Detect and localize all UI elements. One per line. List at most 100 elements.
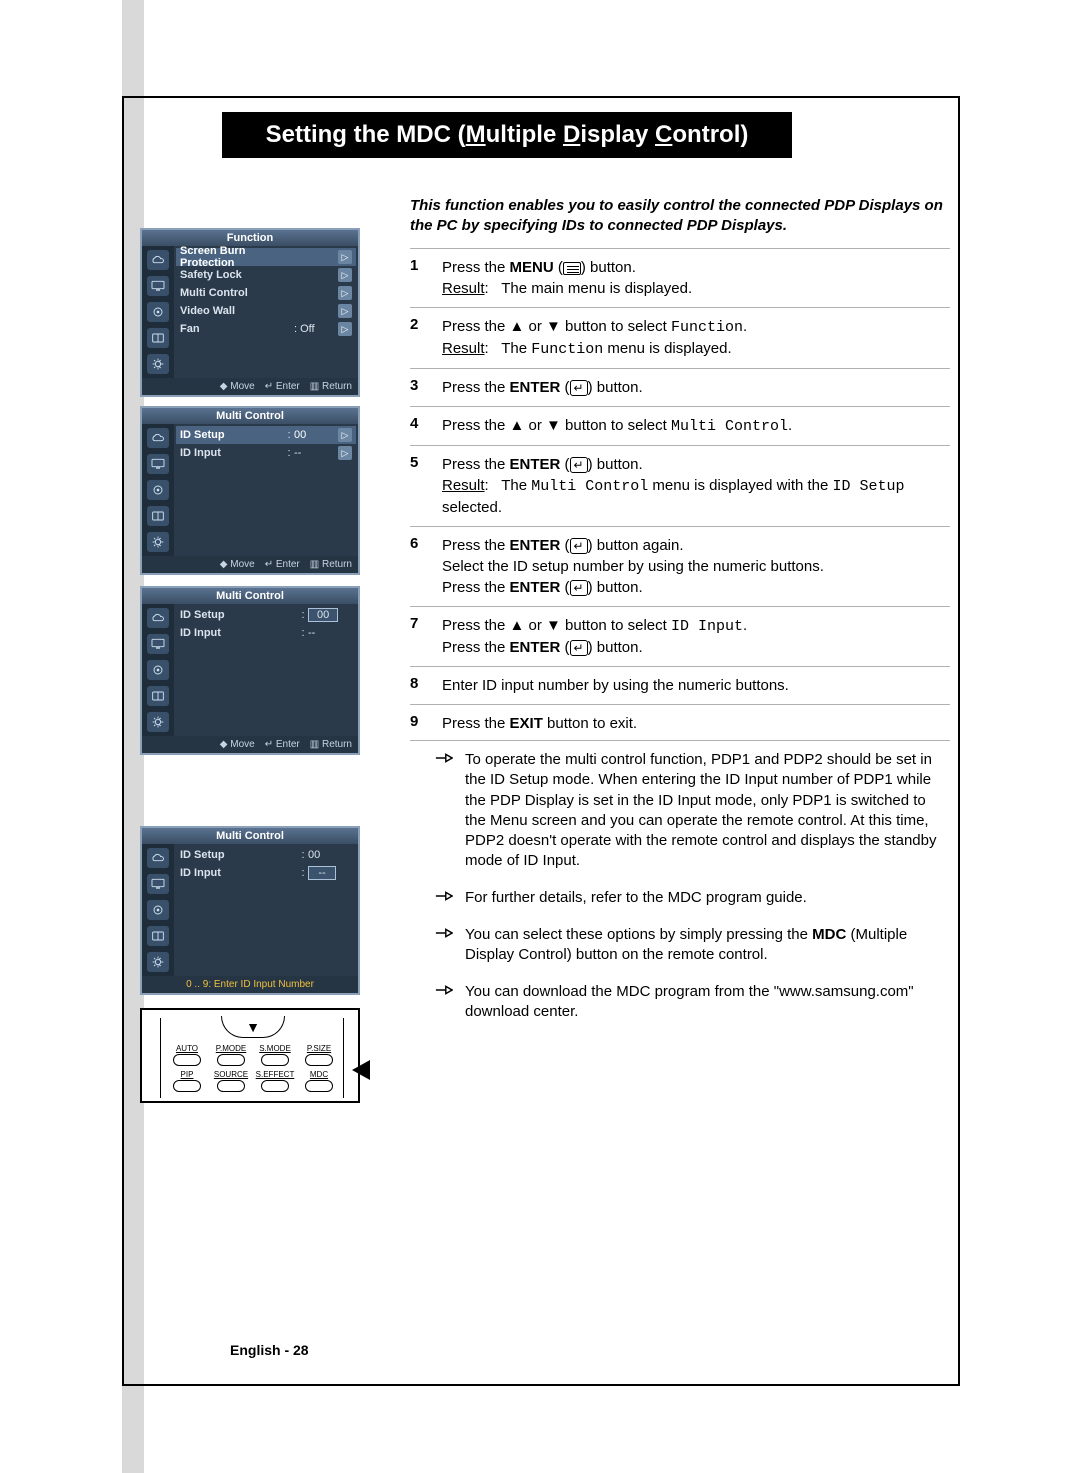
monitor-icon — [147, 634, 169, 654]
osd-row: ID Input:-- — [176, 624, 356, 642]
remote-button-label: P.SIZE — [299, 1044, 339, 1053]
osd-colon: : — [298, 849, 308, 861]
osd-row: ID Setup:00 — [176, 846, 356, 864]
step: 9Press the EXIT button to exit. — [410, 704, 950, 742]
osd-row-empty — [176, 516, 356, 534]
remote-button-label: S.EFFECT — [255, 1070, 295, 1079]
book-icon — [147, 686, 169, 706]
remote-button-psize: P.SIZE — [299, 1044, 339, 1066]
step-number: 5 — [410, 454, 442, 518]
remote-button-label: S.MODE — [255, 1044, 295, 1053]
osd-hint: ↵ Enter — [265, 559, 300, 570]
note-item: To operate the multi control function, P… — [435, 750, 945, 872]
chevron-right-icon: ▷ — [338, 250, 352, 264]
monitor-icon — [147, 454, 169, 474]
osd-row-value: 00 — [308, 608, 352, 622]
step: 6Press the ENTER (↵) button again.Select… — [410, 526, 950, 606]
target-icon — [147, 302, 169, 322]
osd-colon: : — [298, 627, 308, 639]
remote-button-shape — [217, 1080, 245, 1092]
step: 4Press the ▲ or ▼ button to select Multi… — [410, 406, 950, 445]
osd-hint: ↵ Enter — [265, 381, 300, 392]
step-body: Enter ID input number by using the numer… — [442, 675, 950, 696]
remote-button-label: MDC — [299, 1070, 339, 1079]
osd-row: ID Input:-- — [176, 864, 356, 882]
osd-row-empty — [176, 338, 356, 356]
step-number: 9 — [410, 713, 442, 734]
note-body: For further details, refer to the MDC pr… — [465, 888, 945, 910]
osd-hint: ▥ Return — [310, 559, 352, 570]
step-number: 8 — [410, 675, 442, 696]
osd-row-label: ID Setup — [180, 849, 298, 861]
osd-row-label: Screen Burn Protection — [180, 245, 294, 269]
step: 8Enter ID input number by using the nume… — [410, 666, 950, 704]
osd-row-value: 00 — [294, 429, 338, 441]
target-icon — [147, 900, 169, 920]
remote-button-label: P.MODE — [211, 1044, 251, 1053]
book-icon — [147, 926, 169, 946]
osd-hint: ◆ Move — [220, 381, 255, 392]
osd-row: ID Setup:00 — [176, 606, 356, 624]
chevron-right-icon: ▷ — [338, 286, 352, 300]
osd-row-label: ID Input — [180, 627, 298, 639]
remote-button-shape — [261, 1054, 289, 1066]
osd-row-empty — [176, 480, 356, 498]
osd-row-empty — [176, 642, 356, 660]
osd-hint: 0 .. 9: Enter ID Input Number — [186, 979, 314, 990]
remote-button-shape — [173, 1080, 201, 1092]
step-body: Press the ▲ or ▼ button to select ID Inp… — [442, 615, 950, 658]
steps-list: 1Press the MENU () button.Result: The ma… — [410, 248, 950, 742]
osd-hints: ◆ Move↵ Enter▥ Return — [142, 556, 358, 573]
osd-colon: : — [284, 429, 294, 441]
remote-button-pmode: P.MODE — [211, 1044, 251, 1066]
title-text: Setting the MDC (Multiple Display Contro… — [266, 121, 749, 148]
step-body: Press the ▲ or ▼ button to select Multi … — [442, 415, 950, 437]
remote-button-smode: S.MODE — [255, 1044, 295, 1066]
osd-row-empty — [176, 660, 356, 678]
step: 1Press the MENU () button.Result: The ma… — [410, 248, 950, 307]
osd-row: Screen Burn Protection ▷ — [176, 248, 356, 266]
chevron-right-icon: ▷ — [338, 428, 352, 442]
osd-row: Multi Control▷ — [176, 284, 356, 302]
osd-rows: ID Setup:00▷ID Input:--▷ — [174, 424, 358, 556]
remote-button-shape — [217, 1054, 245, 1066]
osd-row-empty — [176, 678, 356, 696]
monitor-icon — [147, 276, 169, 296]
step: 7Press the ▲ or ▼ button to select ID In… — [410, 606, 950, 666]
note-arrow-icon — [435, 888, 465, 910]
note-body: To operate the multi control function, P… — [465, 750, 945, 872]
remote-button-shape — [305, 1080, 333, 1092]
step-number: 7 — [410, 615, 442, 658]
osd-row-label: Safety Lock — [180, 269, 294, 281]
remote-button-pip: PIP — [167, 1070, 207, 1092]
remote-button-seffect: S.EFFECT — [255, 1070, 295, 1092]
osd-title: Multi Control — [142, 408, 358, 424]
osd-row-value: -- — [308, 866, 352, 880]
gear-icon — [147, 354, 169, 374]
step: 5Press the ENTER (↵) button.Result: The … — [410, 445, 950, 526]
remote-buttons: AUTOP.MODES.MODEP.SIZEPIPSOURCES.EFFECTM… — [167, 1044, 339, 1092]
gear-icon — [147, 712, 169, 732]
osd-row: ID Setup:00▷ — [176, 426, 356, 444]
remote-body: ▼ AUTOP.MODES.MODEP.SIZEPIPSOURCES.EFFEC… — [160, 1018, 344, 1098]
gear-icon — [147, 532, 169, 552]
osd-row: Safety Lock ▷ — [176, 266, 356, 284]
osd-row-empty — [176, 900, 356, 918]
osd-body: ID Setup:00ID Input:-- — [142, 844, 358, 976]
osd-row: Video Wall▷ — [176, 302, 356, 320]
remote-nav-arc: ▼ — [221, 1016, 285, 1038]
step-body: Press the ▲ or ▼ button to select Functi… — [442, 316, 950, 360]
osd-row-value: 00 — [308, 849, 352, 861]
step: 2Press the ▲ or ▼ button to select Funct… — [410, 307, 950, 368]
chevron-right-icon: ▷ — [338, 268, 352, 282]
osd-rows: ID Setup:00ID Input:-- — [174, 604, 358, 736]
chevron-right-icon: ▷ — [338, 322, 352, 336]
remote-button-shape — [173, 1054, 201, 1066]
osd-hints: ◆ Move↵ Enter▥ Return — [142, 736, 358, 753]
osd-row-empty — [176, 918, 356, 936]
osd-row-empty — [176, 696, 356, 714]
osd-colon: : — [298, 609, 308, 621]
cloud-icon — [147, 848, 169, 868]
step-number: 3 — [410, 377, 442, 398]
note-body: You can select these options by simply p… — [465, 925, 945, 966]
